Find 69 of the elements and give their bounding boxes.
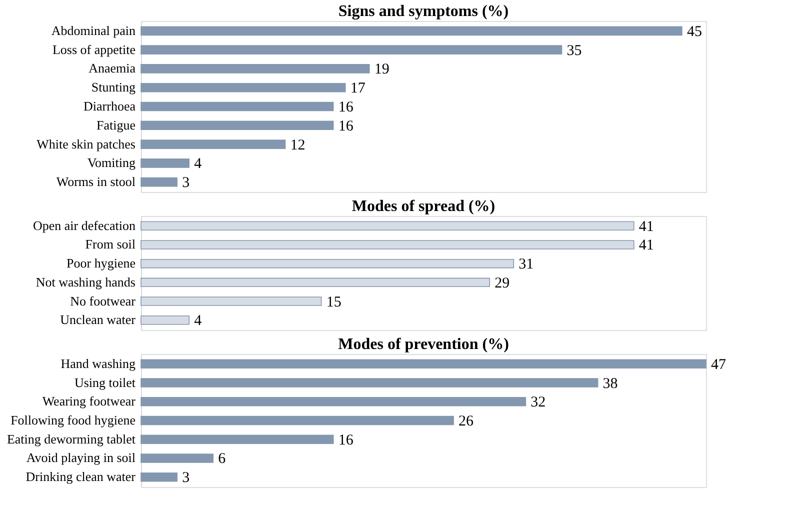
data-label: 41 <box>638 238 654 254</box>
data-label: 6 <box>218 451 226 468</box>
data-label: 47 <box>711 356 726 373</box>
bar <box>140 140 286 149</box>
y-tick-label: No footwear <box>70 293 136 308</box>
bar <box>140 472 178 482</box>
data-label: 38 <box>602 376 618 392</box>
y-tick-label: Avoid playing in soil <box>26 450 136 466</box>
bar <box>140 416 454 426</box>
data-label: 17 <box>350 80 366 97</box>
bar <box>140 378 598 388</box>
data-label: 41 <box>638 218 654 235</box>
y-tick-label: White skin patches <box>36 136 136 152</box>
data-label: 3 <box>182 470 190 486</box>
bar <box>140 221 634 231</box>
data-label: 3 <box>182 175 190 192</box>
data-label: 15 <box>326 294 342 310</box>
y-tick-label: From soil <box>85 236 136 252</box>
bar <box>140 315 190 325</box>
bar <box>140 240 634 250</box>
y-tick-label: Eating deworming tablet <box>6 431 136 446</box>
data-label: 12 <box>290 137 306 154</box>
y-tick-label: Abdominal pain <box>51 22 136 38</box>
data-label: 29 <box>494 275 510 292</box>
y-tick-label: Drinking clean water <box>26 469 136 484</box>
data-label: 16 <box>338 118 354 134</box>
y-tick-label: Fatigue <box>96 117 136 132</box>
y-tick-label: Anaemia <box>88 60 136 76</box>
y-tick-label: Stunting <box>91 80 136 95</box>
chart-title: Modes of spread (%) <box>352 198 496 215</box>
y-tick-label: Using toilet <box>74 374 136 390</box>
data-label: 4 <box>194 156 202 172</box>
y-tick-label: Following food hygiene <box>10 412 136 428</box>
bar <box>140 177 178 187</box>
bar <box>140 45 562 54</box>
data-label: 32 <box>530 394 546 411</box>
chart-title: Modes of prevention (%) <box>338 336 509 353</box>
bar <box>140 158 190 168</box>
data-label: 26 <box>458 414 474 430</box>
bar <box>140 64 370 74</box>
y-tick-label: Open air defecation <box>32 218 136 233</box>
y-tick-label: Worms in stool <box>56 174 136 190</box>
bar <box>140 396 526 406</box>
y-tick-label: Diarrhoea <box>84 98 136 114</box>
bar <box>140 102 334 112</box>
bar <box>140 434 334 444</box>
y-tick-label: Unclean water <box>60 312 136 328</box>
bar <box>140 258 514 268</box>
bar <box>140 296 322 306</box>
bar <box>140 120 334 130</box>
y-tick-label: Vomiting <box>87 155 136 170</box>
y-tick-label: Loss of appetite <box>52 42 136 57</box>
data-label: 19 <box>374 62 390 78</box>
data-label: 16 <box>338 100 354 116</box>
data-label: 45 <box>686 24 702 40</box>
data-label: 4 <box>194 313 202 330</box>
bar <box>140 26 682 36</box>
y-tick-label: Poor hygiene <box>66 256 136 271</box>
bar <box>140 454 214 463</box>
bar <box>140 278 490 288</box>
y-tick-label: Wearing footwear <box>42 394 136 409</box>
data-label: 35 <box>566 42 582 59</box>
y-tick-label: Hand washing <box>60 356 136 371</box>
y-tick-label: Not washing hands <box>36 274 136 290</box>
chart-title: Signs and symptoms (%) <box>338 3 509 20</box>
bar <box>140 82 346 92</box>
data-label: 31 <box>518 256 534 273</box>
data-label: 16 <box>338 432 354 448</box>
bar <box>140 359 706 369</box>
